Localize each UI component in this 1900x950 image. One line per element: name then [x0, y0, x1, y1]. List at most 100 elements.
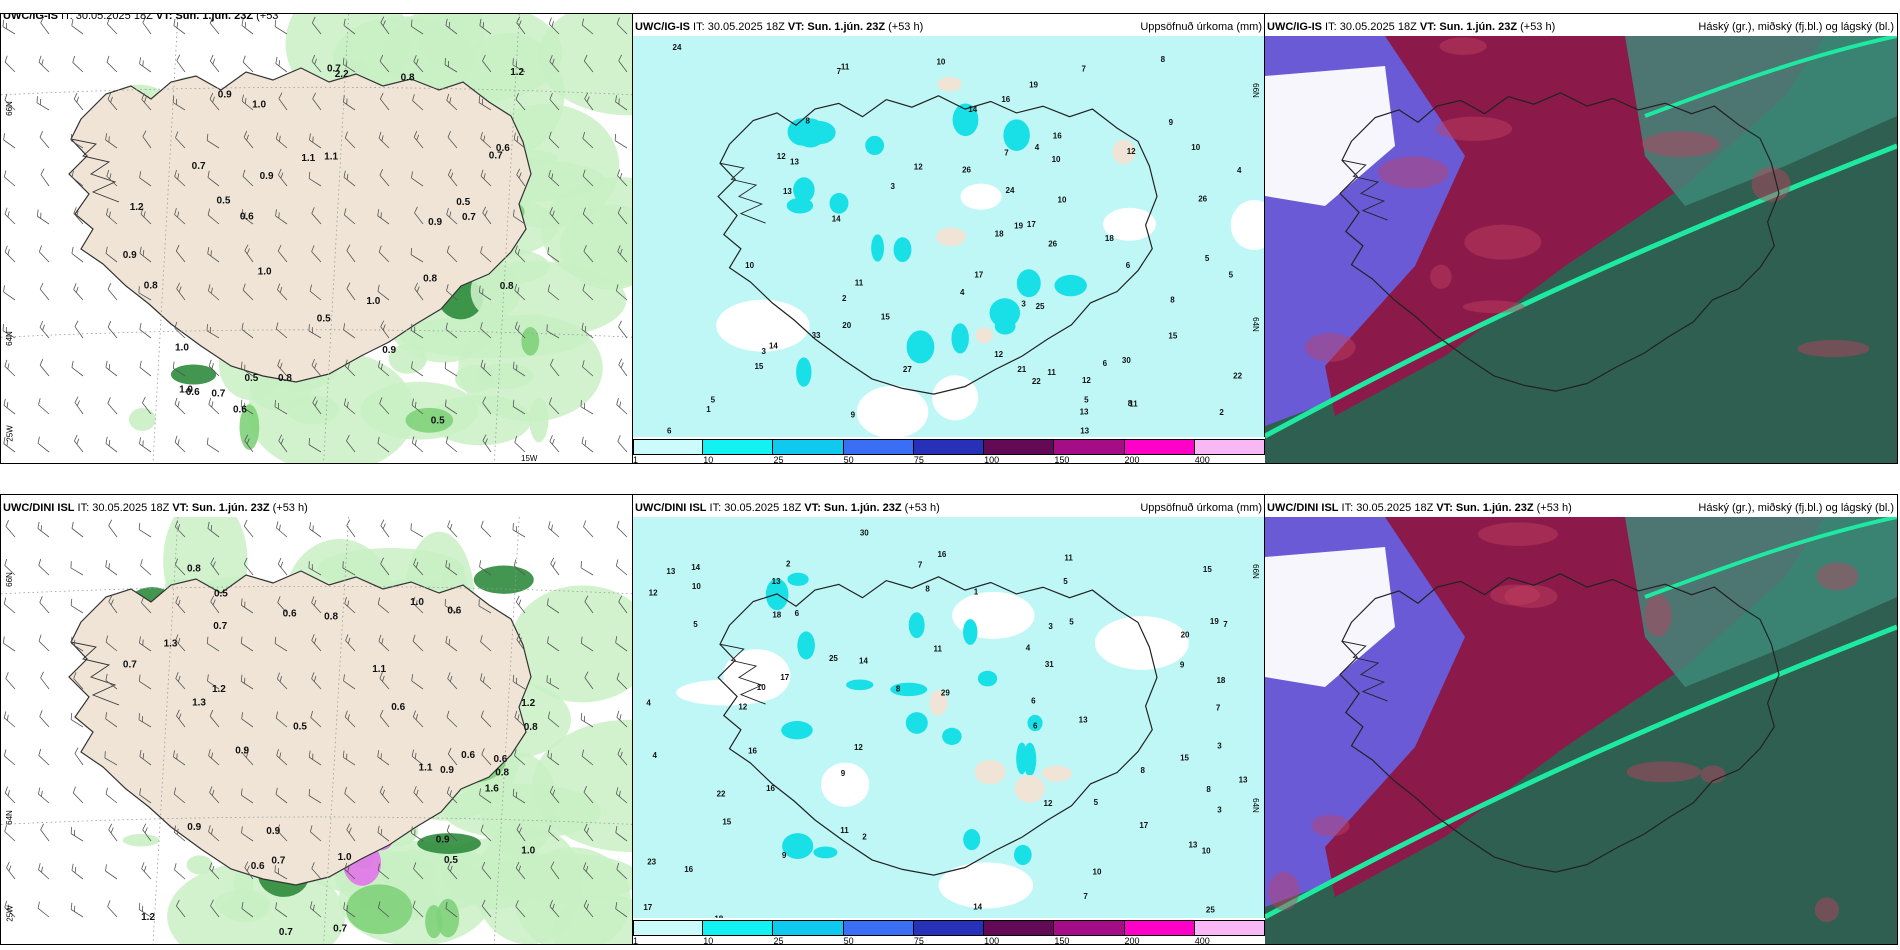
valid-time: VT: Sun. 1.jún. 23Z: [1419, 21, 1518, 33]
colorbar-swatch: [633, 439, 704, 455]
colorbar-swatch: [1124, 439, 1195, 455]
accum-value: 15: [881, 312, 890, 321]
accum-value: 2: [786, 559, 791, 568]
init-time: IT: 30.05.2025 18Z: [1338, 502, 1437, 514]
graticule: [1, 14, 633, 463]
accum-value: 4: [1035, 143, 1040, 152]
accum-value: 15: [754, 362, 763, 371]
panel-row2-wind-precip: UWC/DINI ISL IT: 30.05.2025 18Z VT: Sun.…: [0, 494, 634, 945]
accum-value: 12: [649, 588, 658, 597]
colorbar-tick-label: 50: [843, 936, 854, 945]
model-name: UWC/DINI ISL: [1267, 502, 1339, 514]
panel-header: UWC/IG-IS IT: 30.05.2025 18Z VT: Sun. 1.…: [1, 13, 633, 25]
accum-value: 14: [769, 342, 778, 351]
precip-value-label: 1.2: [212, 684, 226, 695]
lat-label: 66N: [1251, 83, 1261, 98]
accum-value: 5: [1084, 396, 1089, 405]
colorbar-swatch: [703, 920, 774, 936]
colorbar-tick-label: 100: [984, 455, 1000, 464]
precip-value-label: 0.5: [244, 373, 258, 384]
accum-value: 17: [780, 673, 789, 682]
colorbar-swatch: [984, 920, 1055, 936]
accum-value: 24: [1006, 186, 1015, 195]
accum-value: 26: [1198, 195, 1207, 204]
lead-time: (+53 h): [269, 502, 308, 514]
panel-row1-wind-precip: UWC/IG-IS IT: 30.05.2025 18Z VT: Sun. 1.…: [0, 13, 634, 464]
iceland-outline: [1339, 92, 1780, 392]
accum-value: 9: [782, 851, 787, 860]
precip-value-label: 0.8: [278, 373, 292, 384]
accum-value: 23: [647, 857, 656, 866]
colorbar-tick-label: 75: [913, 455, 924, 464]
accum-value-labels: 2341257138141011121514131610172614951118…: [667, 43, 1243, 436]
accum-value: 8: [1206, 785, 1211, 794]
wind-precip-map: 1.00.90.80.50.60.71.11.00.90.80.60.50.72…: [1, 14, 633, 463]
precip-colorbar: 1 10 25 50 75 100 150 200 400: [633, 918, 1265, 944]
precip-value-label: 2.2: [335, 69, 349, 80]
accum-value: 4: [1026, 643, 1031, 652]
cloud-cover-map: [1265, 36, 1897, 463]
accum-value: 6: [1103, 359, 1108, 368]
wind-barbs: [2, 16, 628, 453]
accum-value: 13: [1079, 715, 1088, 724]
lat-label: 66N: [4, 101, 14, 116]
precip-value-label: 0.8: [524, 722, 538, 733]
precip-value-label: 0.7: [211, 388, 225, 399]
precip-value-label: 0.5: [456, 197, 470, 208]
colorbar-tick-label: 400: [1194, 936, 1210, 945]
colorbar-tick-label: 400: [1194, 455, 1210, 464]
colorbar-swatch: [633, 920, 704, 936]
accum-value: 10: [745, 261, 754, 270]
colorbar-tick-label: 10: [703, 936, 714, 945]
valid-time: VT: Sun. 1.jún. 23Z: [804, 502, 902, 514]
lat-label: 64N: [4, 810, 14, 825]
accum-value: 8: [925, 585, 930, 594]
precip-value-label: 0.7: [327, 64, 341, 75]
accum-value: 22: [1233, 371, 1242, 380]
iceland-outline: [717, 576, 1158, 876]
colorbar-swatch: [773, 439, 844, 455]
accum-value: 2: [1219, 408, 1224, 417]
precip-value-label: 0.5: [317, 314, 331, 325]
init-time: IT: 30.05.2025 18Z: [1322, 21, 1420, 33]
accum-value: 5: [711, 396, 716, 405]
iceland-outline: [68, 67, 532, 383]
lead-time: (+53: [253, 13, 279, 22]
panel-field-title: Háský (gr.), miðský (fj.bl.) og lágský (…: [1698, 21, 1894, 33]
accum-value: 21: [1017, 365, 1026, 374]
precip-colorbar: 1 10 25 50 75 100 150 200 400: [633, 437, 1265, 463]
lon-label: 25W: [5, 905, 15, 922]
accum-value: 10: [936, 58, 945, 67]
precip-value-label: 0.8: [144, 280, 158, 291]
accum-value: 3: [762, 347, 767, 356]
precip-value-label: 0.8: [500, 281, 514, 292]
accum-value: 30: [1122, 356, 1131, 365]
precip-value-label: 0.8: [324, 611, 338, 622]
accum-value: 20: [1181, 630, 1190, 639]
graticule: [1, 517, 633, 944]
accum-value: 1: [974, 588, 979, 597]
accum-value: 14: [832, 214, 841, 223]
colorbar-tick-label: 100: [984, 936, 1000, 945]
lat-label: 64N: [4, 331, 14, 346]
accum-value: 10: [692, 582, 701, 591]
accum-value: 12: [1127, 147, 1136, 156]
panel-row2-clouds: UWC/DINI ISL IT: 30.05.2025 18Z VT: Sun.…: [1264, 494, 1898, 945]
precip-value-label: 1.0: [252, 99, 266, 110]
accum-value: 4: [646, 699, 651, 708]
accum-value: 13: [783, 187, 792, 196]
accum-value: 33: [812, 331, 821, 340]
accum-value: 16: [748, 746, 757, 755]
panel-field-title: Háský (gr.), miðský (fj.bl.) og lágský (…: [1698, 502, 1894, 514]
accum-value: 8: [1128, 399, 1133, 408]
accum-value: 6: [1031, 697, 1036, 706]
colorbar-tick-label: 200: [1124, 455, 1140, 464]
lat-label: 66N: [1251, 564, 1261, 579]
valid-time: VT: Sun. 1.jún. 23Z: [172, 502, 270, 514]
accum-value: 4: [1237, 166, 1242, 175]
accum-value: 19: [1014, 221, 1023, 230]
colorbar-tick-label: 200: [1124, 936, 1140, 945]
precip-value-label: 0.8: [401, 73, 415, 84]
accum-value: 15: [1180, 754, 1189, 763]
